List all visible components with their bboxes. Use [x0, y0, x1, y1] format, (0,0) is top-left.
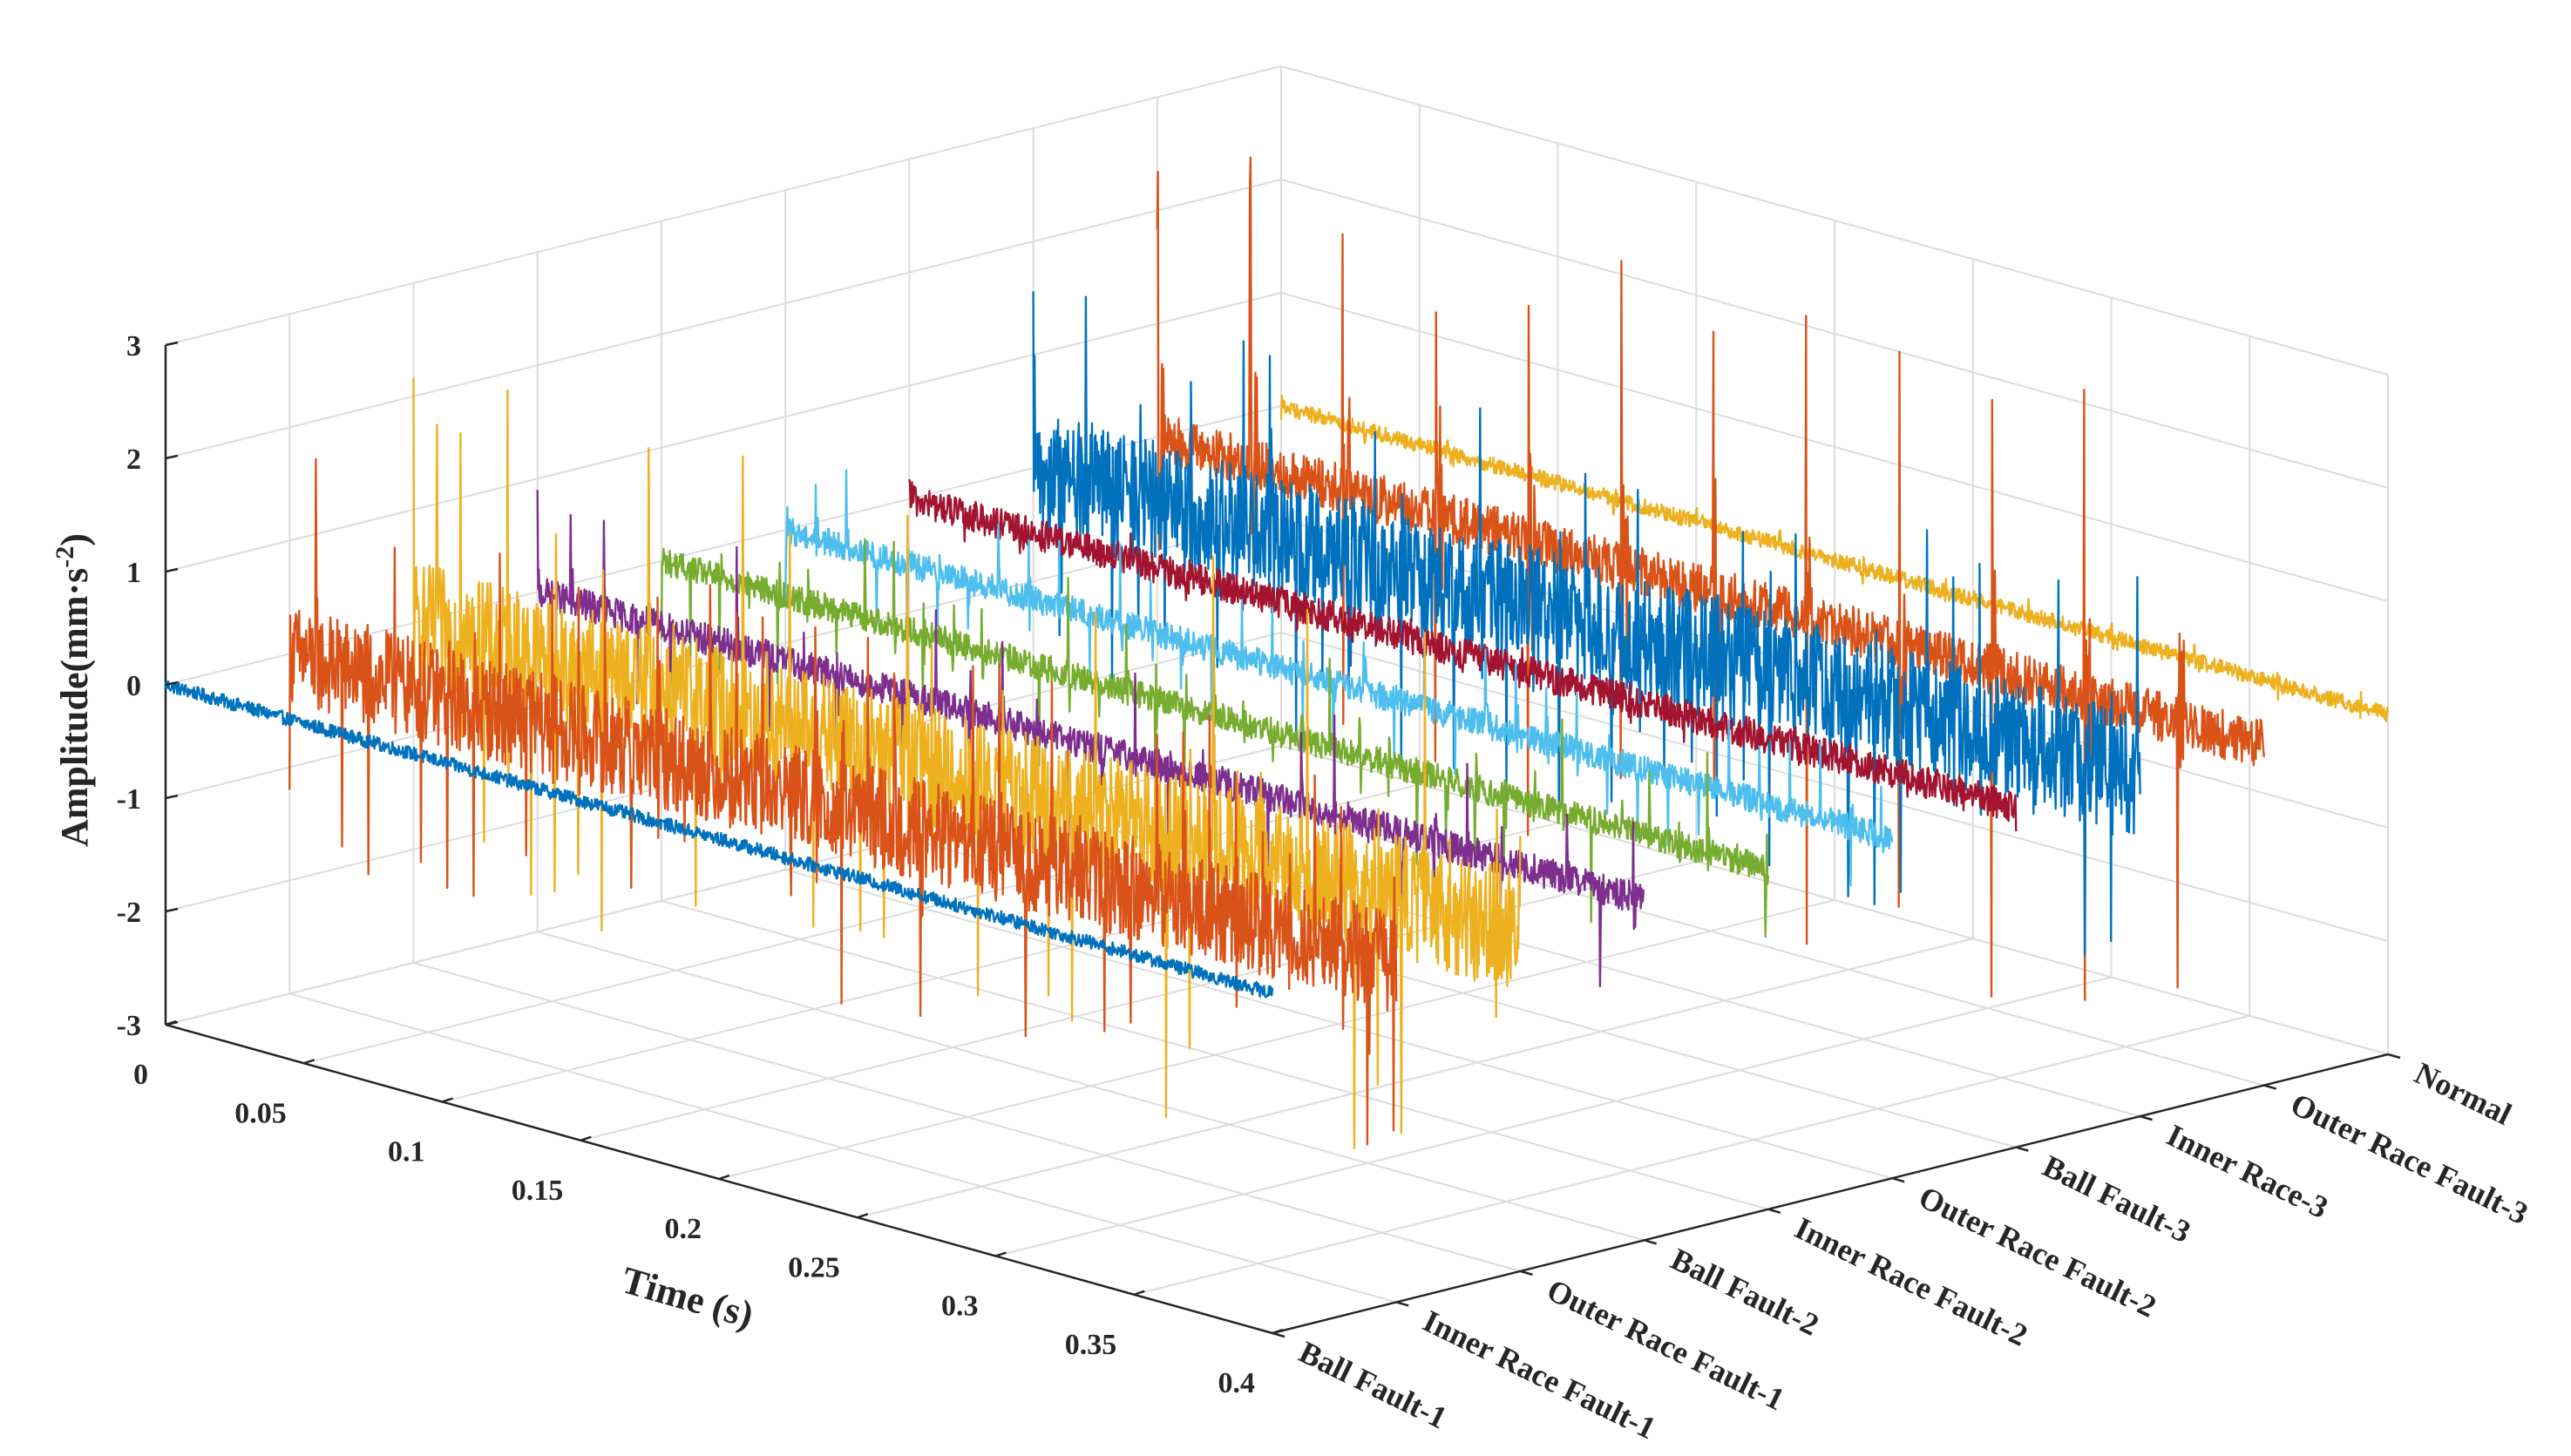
x-tick-mark	[995, 1251, 1007, 1257]
left-wall-grid-line-amplitude	[165, 292, 1282, 572]
category-tick-mark	[1395, 1301, 1409, 1307]
x-tick-mark	[165, 1019, 177, 1026]
z-tick-mark	[165, 794, 179, 800]
z-tick-mark	[165, 681, 179, 687]
series-line-inner-race-fault-1	[1032, 291, 2141, 957]
z-tick-mark	[165, 341, 179, 347]
series-group	[164, 156, 2390, 1150]
floor-grid-line-category	[661, 899, 1769, 1210]
series-line-normal	[164, 681, 1274, 999]
x-tick-mark	[580, 1135, 592, 1141]
z-tick-label: -1	[117, 783, 141, 816]
x-tick-label: 0.25	[788, 1251, 840, 1283]
x-tick-mark	[442, 1097, 453, 1103]
z-axis-label-close: )	[53, 533, 96, 546]
category-tick-mark	[1891, 1177, 1905, 1183]
z-tick-label: 1	[126, 557, 141, 589]
z-axis-label-superscript: -2	[51, 546, 79, 568]
floor-grid-line-time	[995, 976, 2112, 1257]
floor-grid-line-category	[537, 931, 1645, 1242]
series-line-outer-race-fault-1	[1156, 156, 2265, 1001]
series-line-outer-race-fault-2	[660, 538, 1770, 938]
z-tick-label: 2	[126, 444, 141, 476]
z-tick-mark	[165, 907, 179, 913]
x-tick-label: 0.4	[1218, 1367, 1256, 1399]
z-tick-label: -2	[117, 897, 141, 929]
x-tick-label: 0.15	[512, 1175, 564, 1207]
series-line-outer-race-fault-3	[288, 457, 1398, 1146]
category-tick-mark	[2015, 1146, 2029, 1152]
x-tick-label: 0.1	[388, 1136, 425, 1168]
category-tick-mark	[2140, 1114, 2153, 1121]
floor-grid-line-category	[413, 961, 1521, 1272]
category-tick-mark	[2387, 1053, 2401, 1060]
x-tick-label: 0.2	[665, 1213, 702, 1245]
x-tick-mark	[303, 1059, 315, 1065]
x-tick-label: 0.3	[941, 1290, 979, 1323]
floor-grid-line-category	[784, 869, 1893, 1180]
category-tick-mark	[1520, 1270, 1533, 1277]
z-tick-label: -3	[117, 1010, 141, 1042]
series-line-ball-fault-2	[908, 478, 2018, 832]
axis-labels: Time (s) Amplitude(mm·s-2)	[51, 533, 758, 1337]
back-wall-grid-line-amplitude	[1280, 745, 2389, 1055]
z-tick-label: 3	[126, 330, 141, 362]
z-axis-label-base: Amplitude(mm·s	[53, 568, 96, 847]
back-wall-grid-line-amplitude	[1280, 292, 2389, 602]
floor-grid-line-time	[857, 938, 1973, 1219]
series-line-ball-fault-3	[536, 490, 1645, 988]
z-tick-mark	[165, 567, 179, 573]
left-wall-grid-line-amplitude	[165, 179, 1282, 459]
floor-grid-line-category	[909, 837, 2017, 1148]
floor-grid-line-time	[303, 783, 1420, 1065]
category-axis-line	[1272, 1053, 2389, 1335]
category-tick-mark	[1644, 1239, 1658, 1245]
x-tick-label: 0	[133, 1059, 148, 1091]
x-tick-mark	[718, 1174, 730, 1181]
series-line-ball-fault-1	[1279, 394, 2390, 723]
z-axis-label: Amplitude(mm·s-2)	[51, 533, 96, 847]
category-tick-mark	[1767, 1208, 1781, 1214]
floor-grid-line-time	[718, 899, 1835, 1180]
back-wall-grid-line-amplitude	[1280, 632, 2389, 942]
floor-grid-line-category	[288, 992, 1397, 1304]
x-tick-mark	[1133, 1290, 1145, 1296]
x-tick-label: 0.35	[1065, 1329, 1117, 1361]
left-wall-grid-line-amplitude	[165, 65, 1282, 346]
x-tick-label: 0.05	[234, 1097, 287, 1129]
category-tick-mark	[1272, 1331, 1286, 1338]
z-tick-label: 0	[126, 670, 141, 702]
back-wall-grid-line-amplitude	[1280, 65, 2389, 376]
floor-grid-line-time	[1134, 1014, 2250, 1296]
z-tick-mark	[165, 454, 179, 460]
back-wall-grid-line-amplitude	[1280, 179, 2389, 489]
x-tick-mark	[857, 1213, 869, 1219]
category-tick-mark	[2263, 1084, 2277, 1090]
